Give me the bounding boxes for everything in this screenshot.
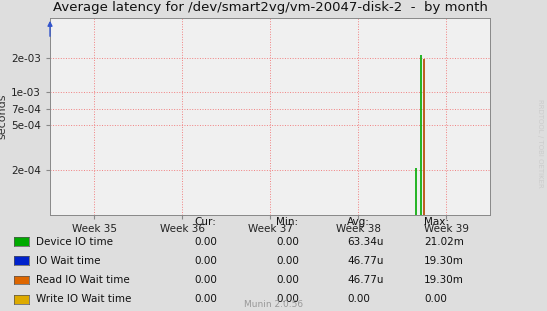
Text: 46.77u: 46.77u xyxy=(347,275,384,285)
Text: 46.77u: 46.77u xyxy=(347,256,384,266)
Text: 0.00: 0.00 xyxy=(276,275,299,285)
Text: 0.00: 0.00 xyxy=(276,256,299,266)
Text: RRDTOOL / TOBI OETIKER: RRDTOOL / TOBI OETIKER xyxy=(537,99,543,188)
Text: Read IO Wait time: Read IO Wait time xyxy=(36,275,129,285)
Text: Avg:: Avg: xyxy=(347,217,370,227)
Text: 19.30m: 19.30m xyxy=(424,256,464,266)
Text: 0.00: 0.00 xyxy=(194,275,217,285)
Y-axis label: seconds: seconds xyxy=(0,94,7,139)
Text: 0.00: 0.00 xyxy=(194,295,217,304)
Text: Write IO Wait time: Write IO Wait time xyxy=(36,295,131,304)
Text: Munin 2.0.56: Munin 2.0.56 xyxy=(244,300,303,309)
Text: 0.00: 0.00 xyxy=(276,237,299,247)
Text: 63.34u: 63.34u xyxy=(347,237,384,247)
Text: Device IO time: Device IO time xyxy=(36,237,113,247)
Text: 19.30m: 19.30m xyxy=(424,275,464,285)
Text: Cur:: Cur: xyxy=(194,217,216,227)
Text: IO Wait time: IO Wait time xyxy=(36,256,100,266)
Text: 0.00: 0.00 xyxy=(194,237,217,247)
Text: 0.00: 0.00 xyxy=(347,295,370,304)
Text: 0.00: 0.00 xyxy=(194,256,217,266)
Title: Average latency for /dev/smart2vg/vm-20047-disk-2  -  by month: Average latency for /dev/smart2vg/vm-200… xyxy=(53,1,487,14)
Text: Min:: Min: xyxy=(276,217,298,227)
Text: 21.02m: 21.02m xyxy=(424,237,464,247)
Text: 0.00: 0.00 xyxy=(424,295,447,304)
Text: 0.00: 0.00 xyxy=(276,295,299,304)
Text: Max:: Max: xyxy=(424,217,449,227)
